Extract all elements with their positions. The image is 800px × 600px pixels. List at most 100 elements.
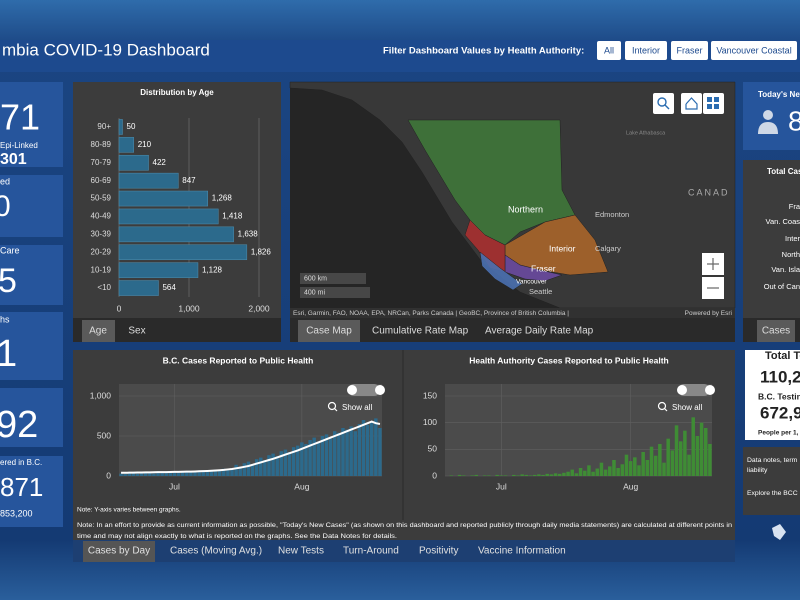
bar (520, 474, 524, 476)
bar (209, 470, 214, 476)
tab[interactable]: Sex (128, 326, 145, 337)
map-search-button[interactable] (653, 93, 674, 114)
bar (118, 119, 123, 135)
person-icon (763, 110, 773, 120)
bar (549, 474, 554, 476)
bar (687, 454, 691, 476)
scale-label: 600 km (304, 275, 327, 282)
filter-button[interactable] (711, 41, 797, 60)
bar (238, 466, 242, 476)
bar (603, 469, 608, 476)
tab-selected[interactable] (757, 320, 795, 342)
tab[interactable]: Age (89, 326, 107, 337)
bar (570, 469, 574, 476)
bar (279, 451, 284, 476)
stat-sub: 853,200 (0, 508, 33, 518)
bar (172, 471, 177, 476)
tab[interactable]: Vaccine Information (478, 546, 566, 557)
y-tick-label: <10 (97, 283, 111, 292)
bar (189, 472, 193, 476)
tab[interactable]: New Tests (278, 546, 324, 557)
stat-card (0, 456, 63, 527)
show-all[interactable]: Show all (672, 403, 702, 412)
bar (637, 465, 641, 476)
tab[interactable]: Turn-Around (343, 546, 399, 557)
bar (316, 441, 321, 476)
bar (666, 438, 670, 476)
slider-handle[interactable] (375, 385, 385, 395)
show-all[interactable]: Show all (342, 403, 372, 412)
tab[interactable]: Case Map (306, 326, 352, 337)
tab-selected[interactable] (298, 320, 360, 342)
bar (633, 457, 637, 476)
stat-label: B.C. Testin (758, 391, 800, 401)
bar (361, 420, 366, 476)
bar (139, 472, 144, 476)
tab[interactable]: Positivity (419, 546, 458, 557)
bar (616, 468, 620, 476)
bar (495, 474, 499, 476)
slider-handle[interactable] (347, 385, 357, 395)
bar (131, 473, 136, 476)
chart-note: Note: Y-axis varies between graphs. (77, 507, 181, 514)
bar (127, 472, 131, 476)
tab-selected[interactable] (82, 320, 115, 342)
filter-button-label[interactable]: Interior (632, 45, 660, 55)
filter-button[interactable] (625, 41, 667, 60)
y-tick-label: 60-69 (91, 176, 112, 185)
map-home-button[interactable] (681, 93, 702, 114)
bar (308, 440, 312, 476)
tab[interactable]: Cases (762, 326, 790, 337)
y-tick-label: 0 (106, 470, 111, 480)
bar (608, 466, 612, 476)
disclaimer: Note: In an effort to provide as current… (77, 522, 732, 529)
x-tick-label: Aug (294, 481, 309, 491)
stat-card (0, 388, 63, 447)
bar (370, 421, 374, 476)
bar (118, 280, 159, 296)
bar (263, 460, 267, 476)
bar (312, 437, 316, 476)
filter-label: Filter Dashboard Values by Health Author… (383, 46, 584, 57)
bar (653, 455, 658, 476)
tab-bar (290, 318, 735, 342)
map-basemap-button[interactable] (703, 93, 724, 114)
bar (246, 461, 251, 476)
filter-button-label[interactable]: All (604, 45, 614, 55)
filter-button-label[interactable]: Fraser (676, 45, 702, 55)
tab[interactable]: Cases (Moving Avg.) (170, 546, 262, 557)
row-label: Van. Coas (766, 217, 800, 226)
stat-value: 0 (0, 190, 11, 223)
filter-button[interactable] (671, 41, 708, 60)
bar (553, 473, 558, 476)
testing-card (745, 350, 800, 440)
scale-bar (300, 287, 370, 298)
bar (357, 424, 362, 476)
bar (487, 475, 491, 476)
stat-sub: 301 (0, 151, 27, 168)
row-label: Inter (785, 234, 800, 243)
stat-value: 8 (788, 105, 800, 136)
filter-button-label[interactable]: Vancouver Coastal (716, 45, 791, 55)
bar (300, 442, 304, 476)
stat-label: Today's New (758, 90, 800, 99)
slider-handle[interactable] (677, 385, 687, 395)
bar (217, 470, 222, 476)
bar (118, 226, 234, 243)
x-tick-label: 1,000 (178, 303, 200, 313)
bar (662, 462, 666, 476)
tab-selected[interactable] (83, 541, 155, 562)
tab[interactable]: Cumulative Rate Map (372, 326, 469, 337)
bar (503, 475, 508, 476)
tab[interactable]: Average Daily Rate Map (485, 326, 594, 337)
bar (180, 471, 185, 476)
bar (524, 474, 529, 476)
bar (566, 471, 570, 476)
filter-button[interactable] (597, 41, 621, 60)
slider-handle[interactable] (705, 385, 715, 395)
bar (254, 459, 259, 476)
tab[interactable]: Cases by Day (88, 546, 150, 557)
bar (333, 431, 337, 476)
y-tick-label: 40-49 (91, 212, 112, 221)
